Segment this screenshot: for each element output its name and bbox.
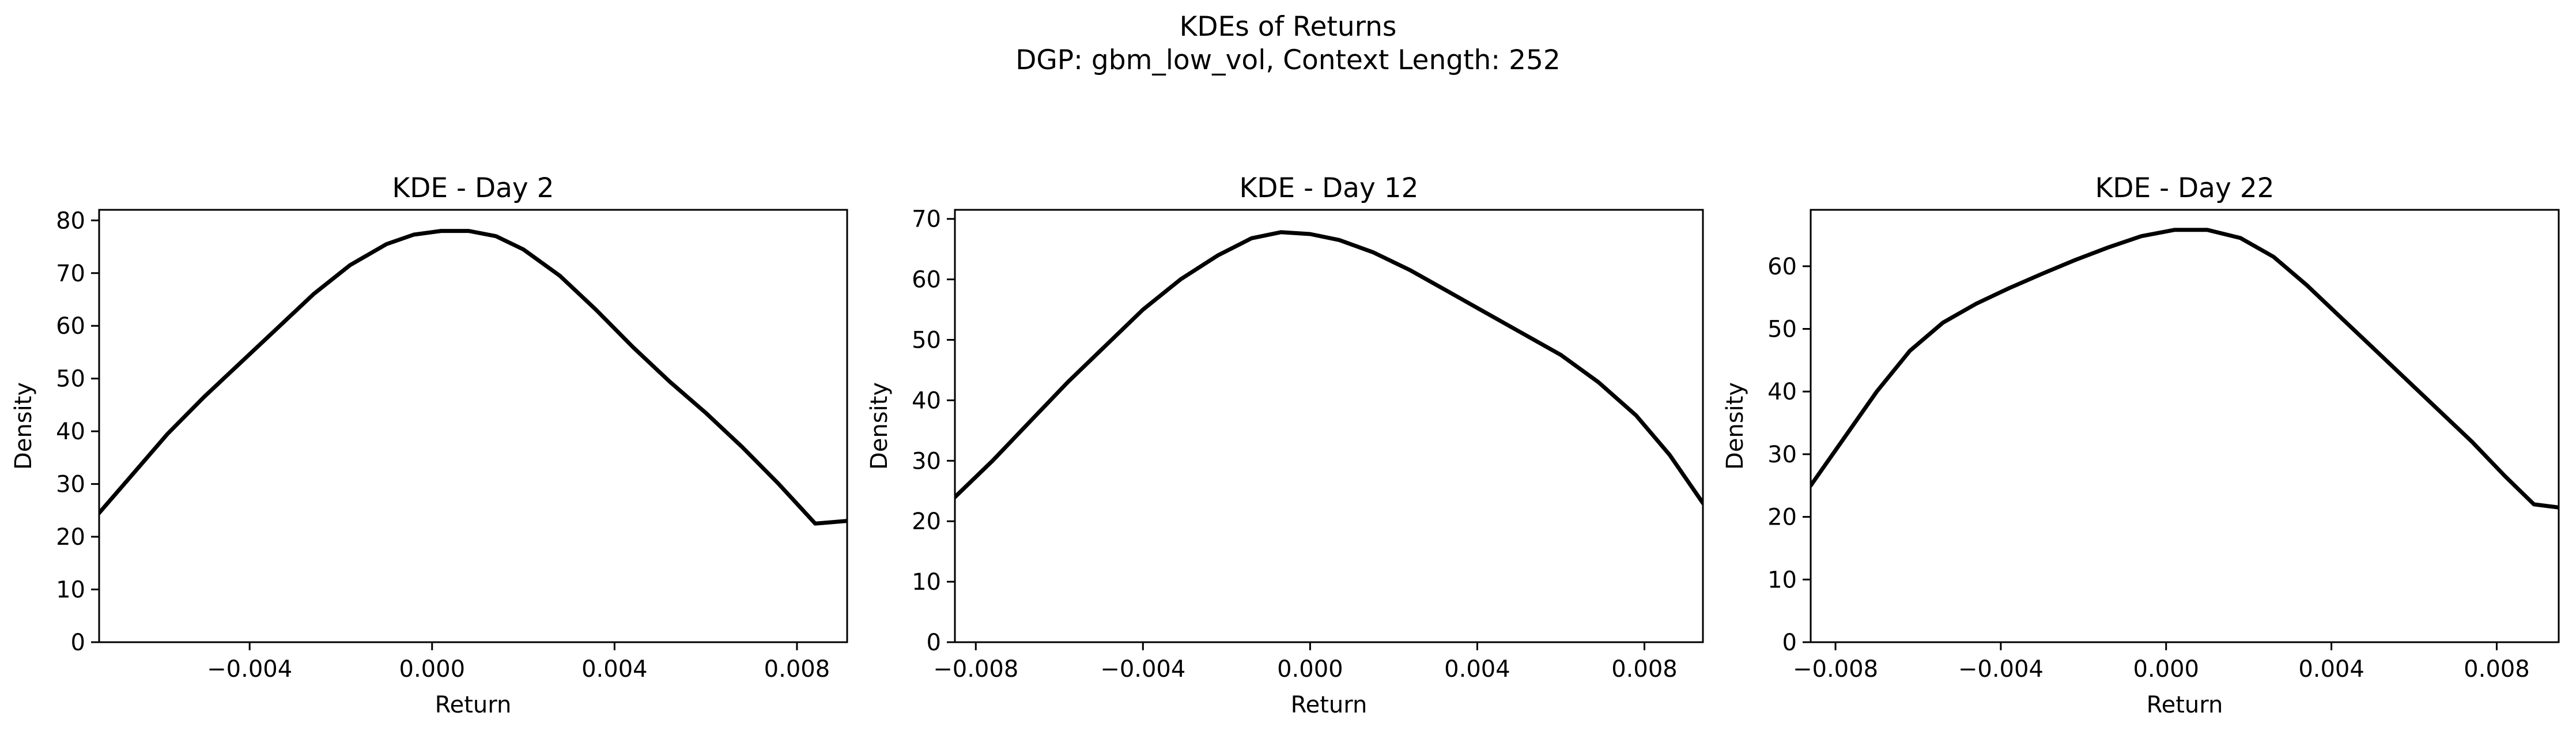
- x-axis-label: Return: [1291, 692, 1368, 718]
- y-tick-label: 60: [1767, 254, 1797, 280]
- y-tick-label: 30: [912, 448, 941, 474]
- kde-curve: [955, 230, 1703, 506]
- axes-frame: [1810, 209, 2560, 643]
- y-tick-label: 10: [1767, 567, 1797, 593]
- figure-title-line1: KDEs of Returns: [1180, 11, 1397, 43]
- y-tick-label: 20: [912, 508, 941, 535]
- x-tick-label: −0.004: [1958, 656, 2044, 683]
- y-tick-label: 0: [71, 630, 85, 656]
- y-tick-label: 0: [927, 630, 941, 656]
- y-axis-label: Density: [10, 382, 37, 470]
- y-tick-label: 50: [1767, 316, 1797, 343]
- y-tick-label: 10: [912, 569, 941, 595]
- y-tick-label: 70: [56, 261, 85, 287]
- kde-panel-2: −0.008 −0.004 0.000 0.004 0.008 0 10 20 30 40 50 60…: [866, 172, 1704, 718]
- panel-title: KDE - Day 22: [2095, 172, 2274, 204]
- y-tick-label: 20: [1767, 504, 1797, 531]
- axes-frame: [954, 209, 1704, 643]
- y-tick-label: 40: [1767, 379, 1797, 405]
- y-tick-label: 70: [912, 206, 941, 233]
- y-tick-label: 30: [56, 472, 85, 498]
- figure-title-line2: DGP: gbm_low_vol, Context Length: 252: [1015, 44, 1561, 76]
- subplot-panels: −0.004 0.000 0.004 0.008 0 10 20 30 40 50 60 70 80 KD…: [10, 172, 2560, 718]
- x-tick-label: 0.008: [1611, 656, 1678, 683]
- y-tick-label: 10: [56, 577, 85, 604]
- x-tick-label: 0.000: [399, 656, 466, 683]
- y-tick-label: 60: [912, 267, 941, 293]
- x-tick-label: 0.000: [2133, 656, 2199, 683]
- kde-panel-3: −0.008 −0.004 0.000 0.004 0.008 0 10 20 30 40 50 60…: [1722, 172, 2560, 718]
- x-axis-label: Return: [2147, 692, 2223, 718]
- kde-curve: [1811, 228, 2559, 510]
- panel-title: KDE - Day 12: [1239, 172, 1418, 204]
- y-tick-label: 40: [56, 419, 85, 445]
- x-axis-label: Return: [435, 692, 512, 718]
- x-tick-label: 0.004: [1444, 656, 1510, 683]
- x-tick-label: 0.008: [764, 656, 830, 683]
- y-tick-label: 50: [912, 327, 941, 354]
- x-tick-label: −0.004: [1100, 656, 1185, 683]
- y-axis-label: Density: [866, 382, 893, 470]
- x-tick-label: 0.000: [1277, 656, 1343, 683]
- x-tick-label: −0.008: [933, 656, 1018, 683]
- y-tick-label: 40: [912, 387, 941, 414]
- y-axis-label: Density: [1722, 382, 1748, 470]
- panel-title: KDE - Day 2: [392, 172, 554, 204]
- y-tick-label: 50: [56, 366, 85, 393]
- y-tick-label: 0: [1782, 630, 1797, 656]
- x-tick-label: −0.004: [207, 656, 292, 683]
- axes-frame: [98, 209, 848, 643]
- x-tick-label: 0.008: [2464, 656, 2530, 683]
- kde-panel-1: −0.004 0.000 0.004 0.008 0 10 20 30 40 50 60 70 80 KD…: [10, 172, 848, 718]
- x-tick-label: 0.004: [581, 656, 648, 683]
- y-tick-label: 30: [1767, 442, 1797, 468]
- x-tick-label: 0.004: [2298, 656, 2365, 683]
- y-tick-label: 60: [56, 313, 85, 340]
- y-tick-label: 80: [56, 208, 85, 234]
- y-tick-label: 20: [56, 524, 85, 551]
- kde-curve: [99, 229, 847, 526]
- x-tick-label: −0.008: [1793, 656, 1878, 683]
